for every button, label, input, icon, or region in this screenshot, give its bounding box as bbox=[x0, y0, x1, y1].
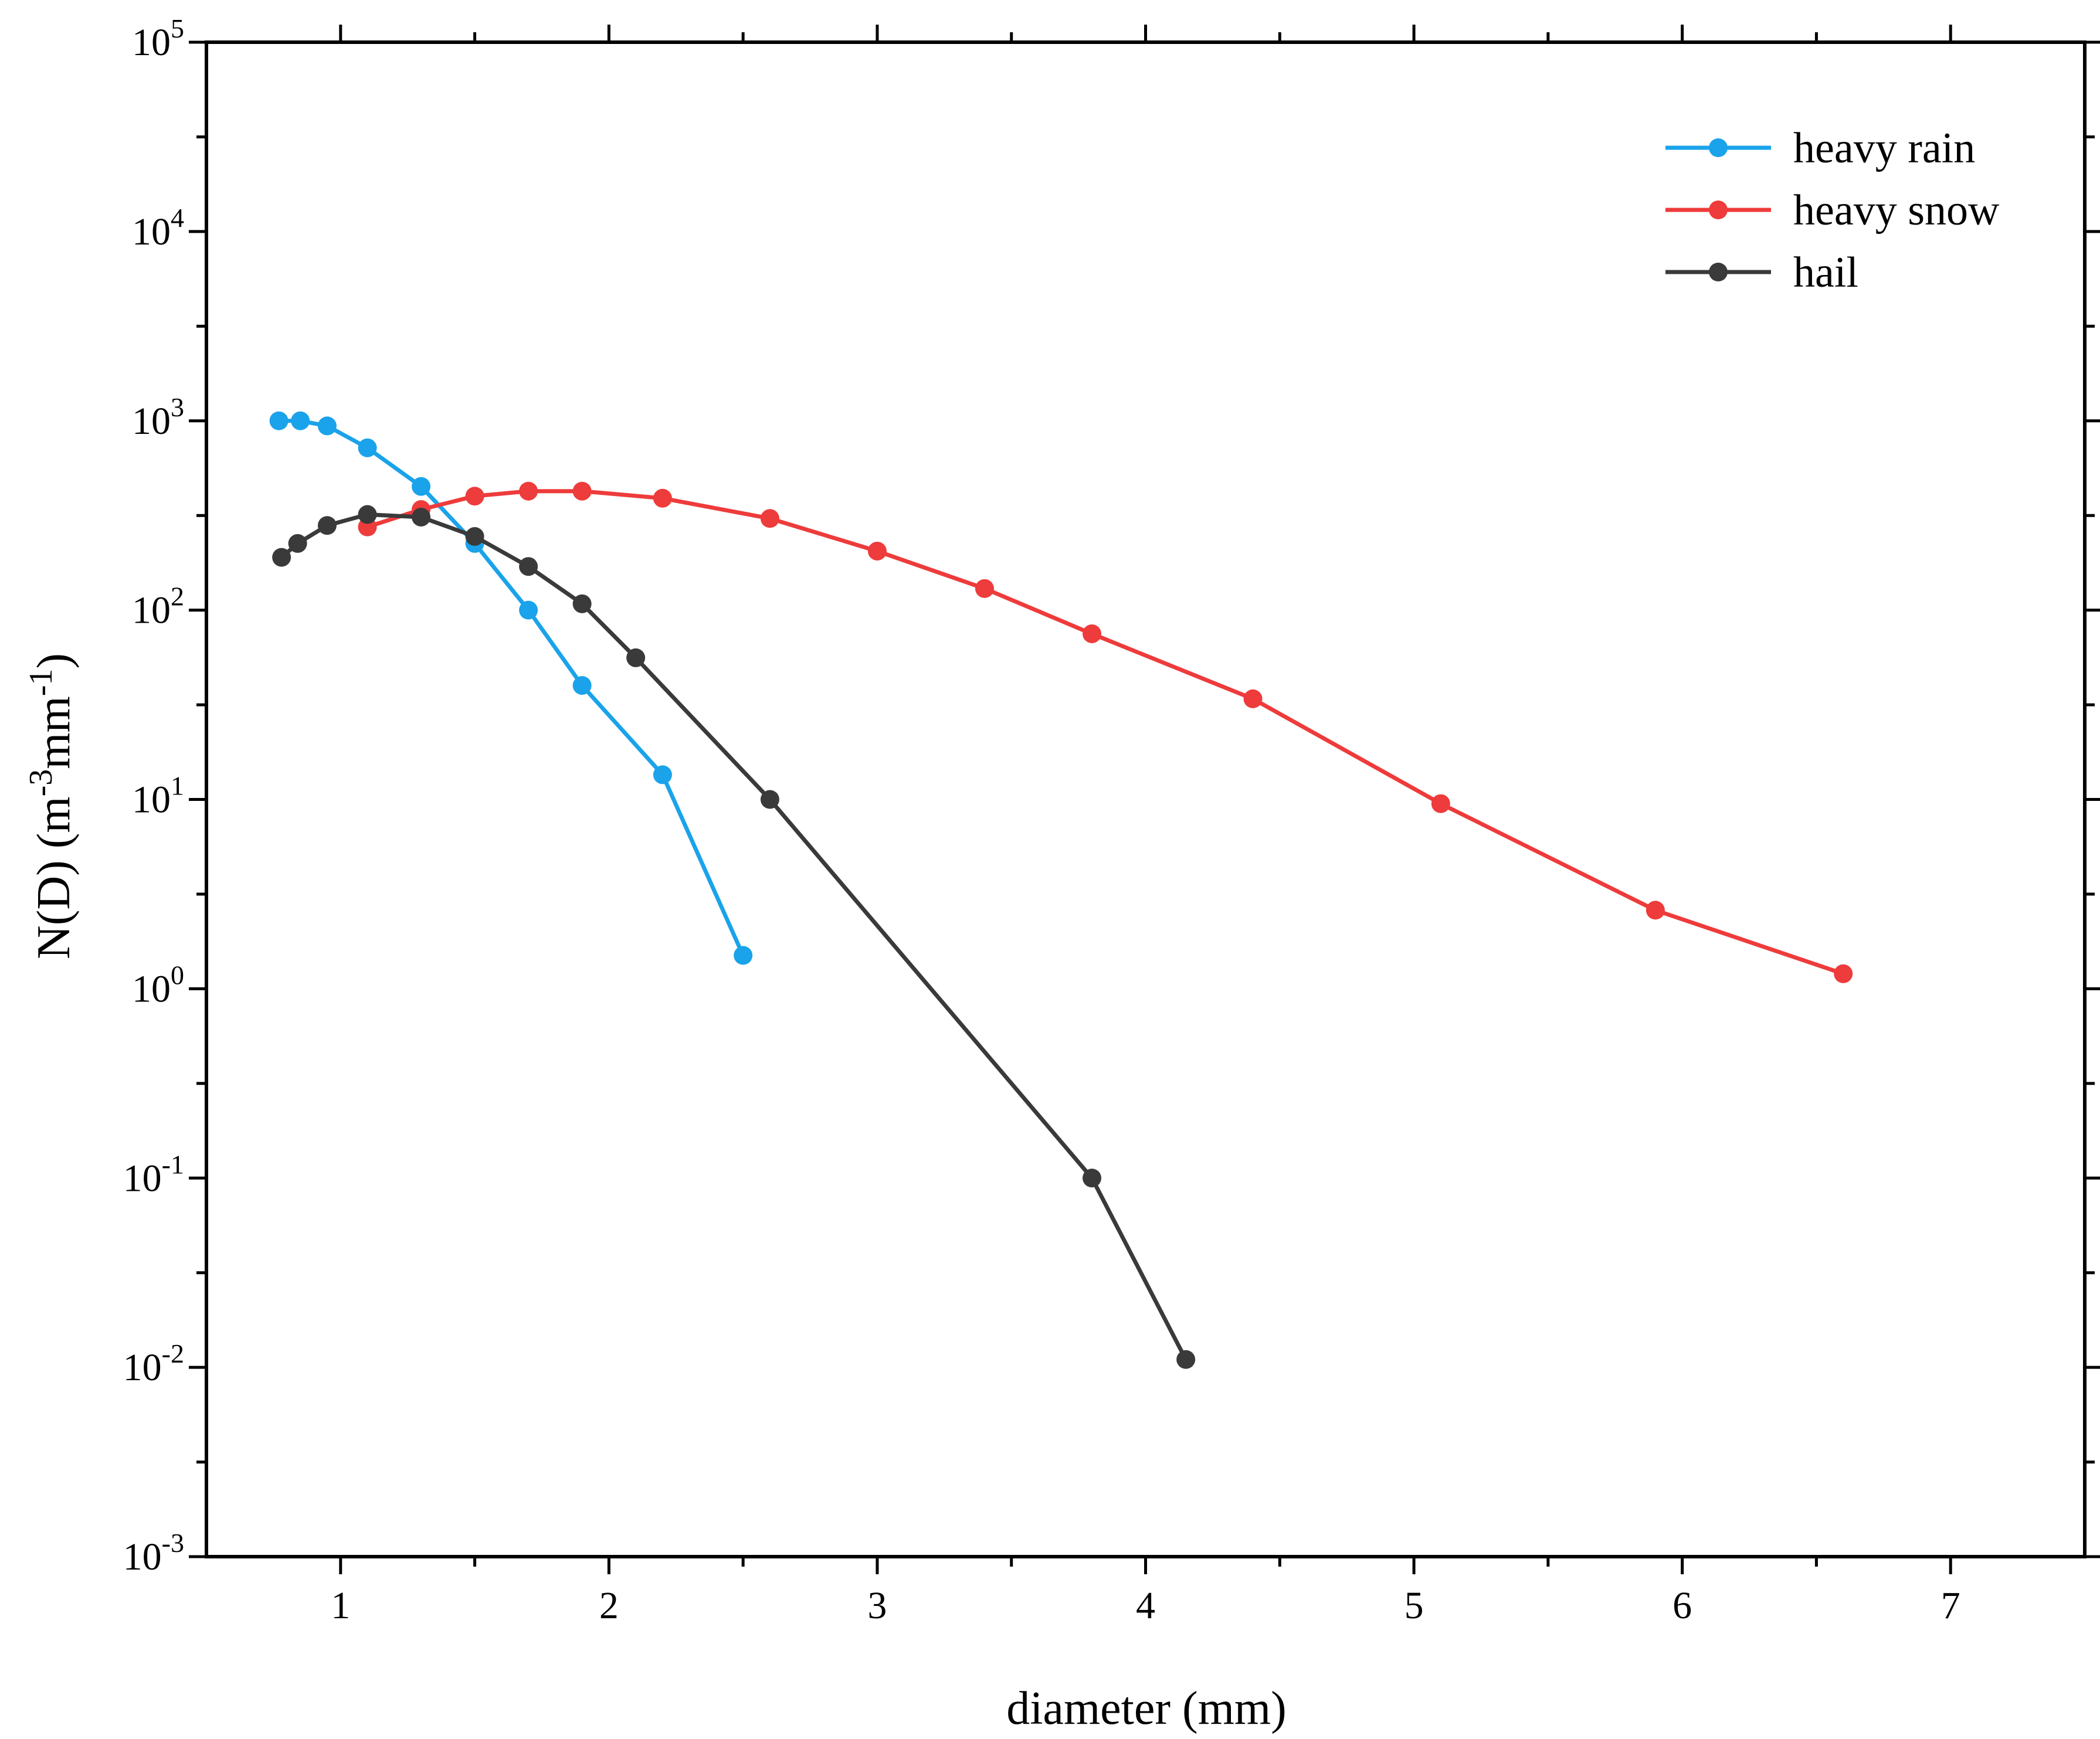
data-point-hail bbox=[1082, 1169, 1101, 1188]
legend-label-hail: hail bbox=[1793, 249, 1858, 297]
data-point-hail bbox=[572, 594, 592, 613]
legend-item-heavy-rain: heavy rain bbox=[1665, 124, 1975, 172]
y-tick-label: 105 bbox=[132, 13, 184, 64]
x-tick-label: 7 bbox=[1941, 1584, 1960, 1627]
data-point-hail bbox=[317, 516, 337, 535]
y-tick-label: 10-3 bbox=[123, 1528, 184, 1578]
series-hail bbox=[272, 505, 1196, 1369]
x-tick-label: 5 bbox=[1404, 1584, 1424, 1627]
legend-label-heavy-snow: heavy snow bbox=[1793, 186, 2000, 235]
data-point-heavy-rain bbox=[653, 765, 672, 784]
data-point-heavy-rain bbox=[734, 946, 753, 965]
x-tick-label: 1 bbox=[331, 1584, 350, 1627]
data-point-hail bbox=[412, 507, 431, 527]
data-point-heavy-snow bbox=[1646, 901, 1665, 920]
data-point-heavy-snow bbox=[1834, 964, 1853, 983]
y-tick-label: 100 bbox=[132, 960, 184, 1010]
data-point-heavy-snow bbox=[572, 481, 592, 501]
x-tick-label: 2 bbox=[599, 1584, 619, 1627]
data-point-heavy-rain bbox=[269, 411, 289, 430]
y-tick-label: 10-1 bbox=[123, 1149, 184, 1200]
data-point-hail bbox=[288, 534, 307, 553]
data-point-hail bbox=[760, 790, 779, 809]
y-axis-title-base: N(D) (m bbox=[28, 796, 80, 959]
data-point-heavy-snow bbox=[975, 579, 994, 598]
legend-marker-heavy-rain bbox=[1709, 138, 1728, 157]
y-tick-label: 104 bbox=[132, 203, 184, 253]
data-point-hail bbox=[358, 505, 377, 524]
series-heavy-snow bbox=[358, 481, 1853, 983]
data-point-hail bbox=[1176, 1350, 1196, 1369]
x-axis-title: diameter (mm) bbox=[1006, 1683, 1287, 1734]
series-layer bbox=[269, 411, 1853, 1369]
data-point-hail bbox=[626, 648, 646, 667]
data-point-hail bbox=[272, 548, 291, 567]
tick-labels: 1 2 3 4 5 6 7 10-3 10-2 10-1 100 101 102 103 104 105 bbox=[123, 13, 1960, 1627]
x-tick-label: 4 bbox=[1136, 1584, 1155, 1627]
data-point-heavy-snow bbox=[465, 487, 484, 506]
data-point-heavy-rain bbox=[358, 438, 377, 457]
data-point-heavy-rain bbox=[519, 600, 538, 620]
y-tick-label: 10-2 bbox=[123, 1339, 184, 1389]
legend-marker-hail bbox=[1709, 263, 1728, 281]
data-point-heavy-snow bbox=[519, 481, 538, 501]
data-point-heavy-rain bbox=[317, 416, 337, 436]
y-axis-title-mid: mm bbox=[28, 696, 80, 769]
data-point-heavy-snow bbox=[1243, 689, 1263, 708]
y-axis-title-sup2: -1 bbox=[23, 669, 59, 697]
legend-item-hail: hail bbox=[1665, 249, 1858, 297]
data-point-heavy-rain bbox=[291, 411, 310, 430]
data-point-hail bbox=[519, 557, 538, 576]
data-point-heavy-snow bbox=[760, 509, 779, 528]
x-tick-label: 6 bbox=[1672, 1584, 1692, 1627]
data-point-heavy-snow bbox=[1431, 794, 1450, 813]
data-point-hail bbox=[465, 527, 484, 546]
x-tick-label: 3 bbox=[867, 1584, 887, 1627]
series-line-heavy-rain bbox=[279, 419, 745, 956]
y-tick-label: 101 bbox=[132, 771, 184, 821]
legend-label-heavy-rain: heavy rain bbox=[1793, 124, 1975, 172]
y-axis-title-sup1: -3 bbox=[23, 769, 59, 797]
data-point-heavy-rain bbox=[412, 477, 431, 496]
series-line-heavy-snow bbox=[367, 489, 1844, 976]
legend: heavy rain heavy snow hail bbox=[1665, 124, 2000, 297]
data-point-heavy-snow bbox=[653, 488, 672, 508]
data-point-heavy-snow bbox=[1082, 624, 1101, 643]
legend-item-heavy-snow: heavy snow bbox=[1665, 186, 2000, 235]
y-axis-title: N(D) (m-3mm-1) bbox=[23, 653, 80, 959]
legend-marker-heavy-snow bbox=[1709, 201, 1728, 219]
axis-ticks bbox=[189, 25, 2100, 1574]
y-axis-title-end: ) bbox=[28, 653, 80, 669]
y-tick-label: 103 bbox=[132, 392, 184, 443]
series-heavy-rain bbox=[269, 411, 753, 965]
data-point-heavy-snow bbox=[867, 541, 887, 561]
data-point-heavy-rain bbox=[572, 676, 592, 695]
y-tick-label: 102 bbox=[132, 582, 184, 632]
